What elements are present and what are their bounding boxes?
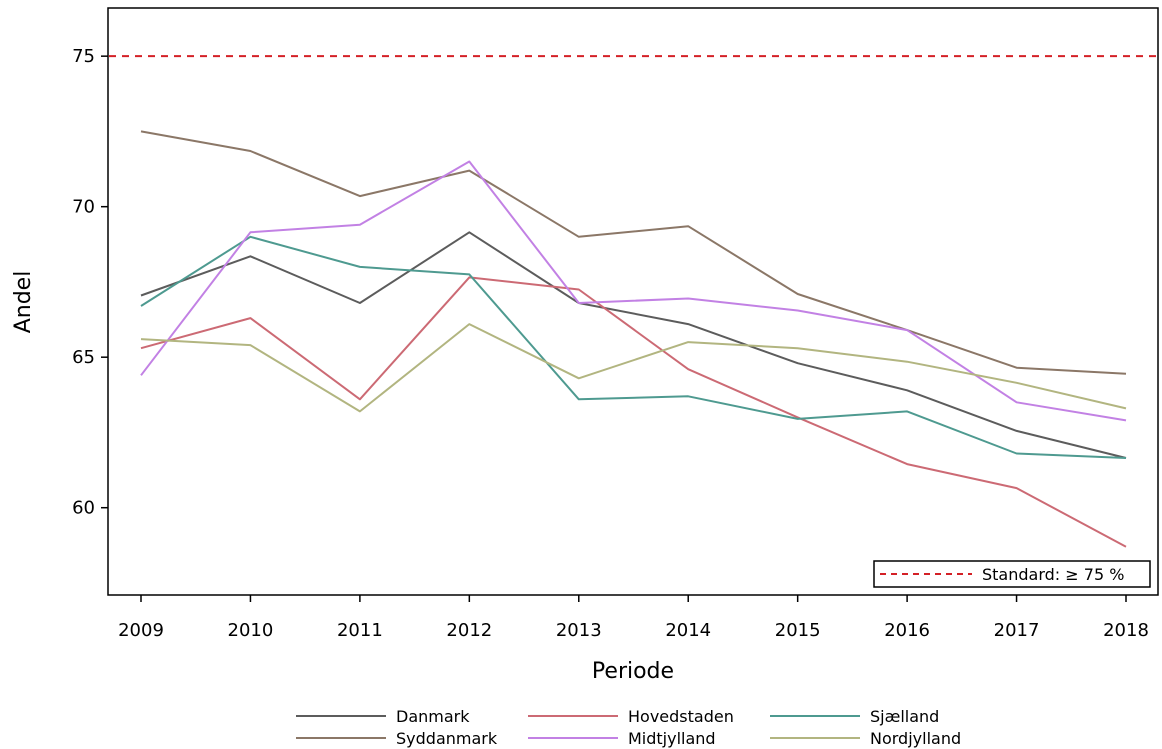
- x-tick-label: 2012: [446, 620, 492, 641]
- reference-legend-box: Standard: ≥ 75 %: [873, 560, 1151, 588]
- series-line-danmark: [140, 231, 1127, 459]
- legend-label-nordjylland: Nordjylland: [870, 729, 961, 748]
- series-line-syddanmark: [140, 130, 1127, 375]
- x-tick-label: 2016: [884, 620, 930, 641]
- series-line-sj-lland: [140, 235, 1127, 459]
- x-axis: 2009 2010 2011 2012 2013 2014 2015 2016 2017 2018: [118, 595, 1149, 641]
- y-tick-label: 65: [72, 347, 95, 368]
- x-tick-label: 2018: [1103, 620, 1149, 641]
- x-tick-label: 2009: [118, 620, 164, 641]
- x-tick-label: 2014: [665, 620, 711, 641]
- x-axis-title: Periode: [592, 659, 674, 684]
- x-tick-label: 2010: [228, 620, 274, 641]
- x-tick-label: 2017: [994, 620, 1040, 641]
- legend-label-sj-lland: Sjælland: [870, 707, 939, 726]
- y-axis: 60 65 70 75: [72, 46, 108, 519]
- y-tick-label: 70: [72, 197, 95, 218]
- legend-label-syddanmark: Syddanmark: [396, 729, 498, 748]
- x-tick-label: 2015: [775, 620, 821, 641]
- series-lines: [140, 130, 1127, 548]
- y-tick-label: 60: [72, 498, 95, 519]
- legend-label-danmark: Danmark: [396, 707, 470, 726]
- x-tick-label: 2013: [556, 620, 602, 641]
- legend-label-midtjylland: Midtjylland: [628, 729, 716, 748]
- x-tick-label: 2011: [337, 620, 383, 641]
- series-line-nordjylland: [140, 323, 1127, 413]
- legend-label-hovedstaden: Hovedstaden: [628, 707, 734, 726]
- legend: Danmark Hovedstaden Sjælland Syddanmark Midt…: [296, 707, 961, 748]
- y-axis-title: Andel: [11, 271, 36, 334]
- reference-legend-label: Standard: ≥ 75 %: [982, 565, 1124, 584]
- series-line-hovedstaden: [140, 276, 1127, 548]
- plot-frame: [107, 7, 1159, 596]
- y-tick-label: 75: [72, 46, 95, 67]
- series-line-midtjylland: [140, 160, 1127, 422]
